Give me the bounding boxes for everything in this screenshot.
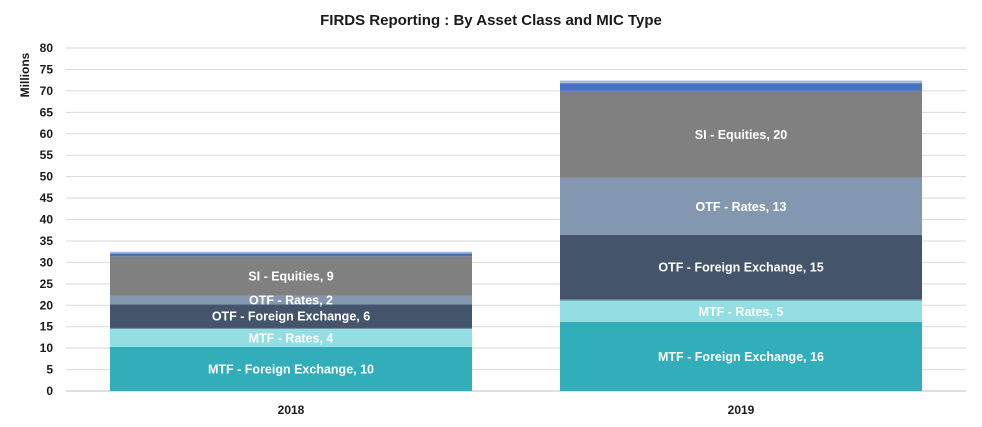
bar-segment	[560, 90, 922, 178]
bar-segment	[110, 256, 472, 296]
bar-segment	[560, 83, 922, 91]
bar-segment	[560, 299, 922, 301]
y-tick-label: 70	[40, 84, 54, 98]
y-tick-label: 30	[40, 255, 54, 269]
data-label: MTF - Rates, 5	[699, 305, 784, 319]
data-labels: MTF - Foreign Exchange, 10 MTF - Rates, 4…	[208, 128, 824, 377]
bar-segment	[110, 251, 472, 254]
y-tick-label: 55	[40, 148, 54, 162]
bar-segment	[560, 234, 922, 300]
bar-segment	[560, 321, 922, 391]
y-tick-label: 15	[40, 320, 54, 334]
data-label: OTF - Rates, 13	[696, 200, 787, 214]
y-tick-label: 80	[40, 41, 54, 55]
data-label: OTF - Rates, 2	[249, 294, 333, 308]
y-axis-ticks: 0 5 10 15 20 25 30 35 40 45 50 55 60 65 70 75 80	[40, 41, 54, 398]
y-tick-label: 25	[40, 277, 54, 291]
x-category-label: 2018	[278, 403, 305, 417]
y-tick-label: 5	[46, 363, 53, 377]
data-label: OTF - Foreign Exchange, 15	[658, 261, 823, 275]
data-label: MTF - Foreign Exchange, 16	[658, 350, 824, 364]
bar-segment	[560, 300, 922, 322]
bar-segment	[110, 328, 472, 347]
y-tick-label: 40	[40, 213, 54, 227]
data-label: SI - Equities, 9	[248, 270, 333, 284]
bar-segment	[110, 253, 472, 257]
y-tick-label: 35	[40, 234, 54, 248]
bar-segment	[110, 295, 472, 305]
y-tick-label: 60	[40, 127, 54, 141]
y-axis-label: Millions	[18, 52, 32, 97]
bar-segment	[110, 346, 472, 391]
y-tick-label: 20	[40, 298, 54, 312]
y-tick-label: 0	[46, 384, 53, 398]
bar-segment	[110, 327, 472, 329]
data-label: MTF - Rates, 4	[249, 331, 334, 345]
y-tick-label: 75	[40, 62, 54, 76]
bar-segment	[110, 304, 472, 328]
bar-segment	[560, 80, 922, 84]
y-tick-label: 50	[40, 170, 54, 184]
data-label: SI - Equities, 20	[695, 128, 787, 142]
y-tick-label: 65	[40, 105, 54, 119]
chart-title: FIRDS Reporting : By Asset Class and MIC…	[320, 12, 662, 29]
y-tick-label: 10	[40, 341, 54, 355]
bars	[110, 80, 922, 391]
data-label: MTF - Foreign Exchange, 10	[208, 362, 374, 376]
bar-segment	[560, 177, 922, 235]
x-category-label: 2019	[728, 403, 755, 417]
data-label: OTF - Foreign Exchange, 6	[212, 310, 370, 324]
x-axis-categories: 2018 2019	[278, 403, 755, 417]
y-tick-label: 45	[40, 191, 54, 205]
